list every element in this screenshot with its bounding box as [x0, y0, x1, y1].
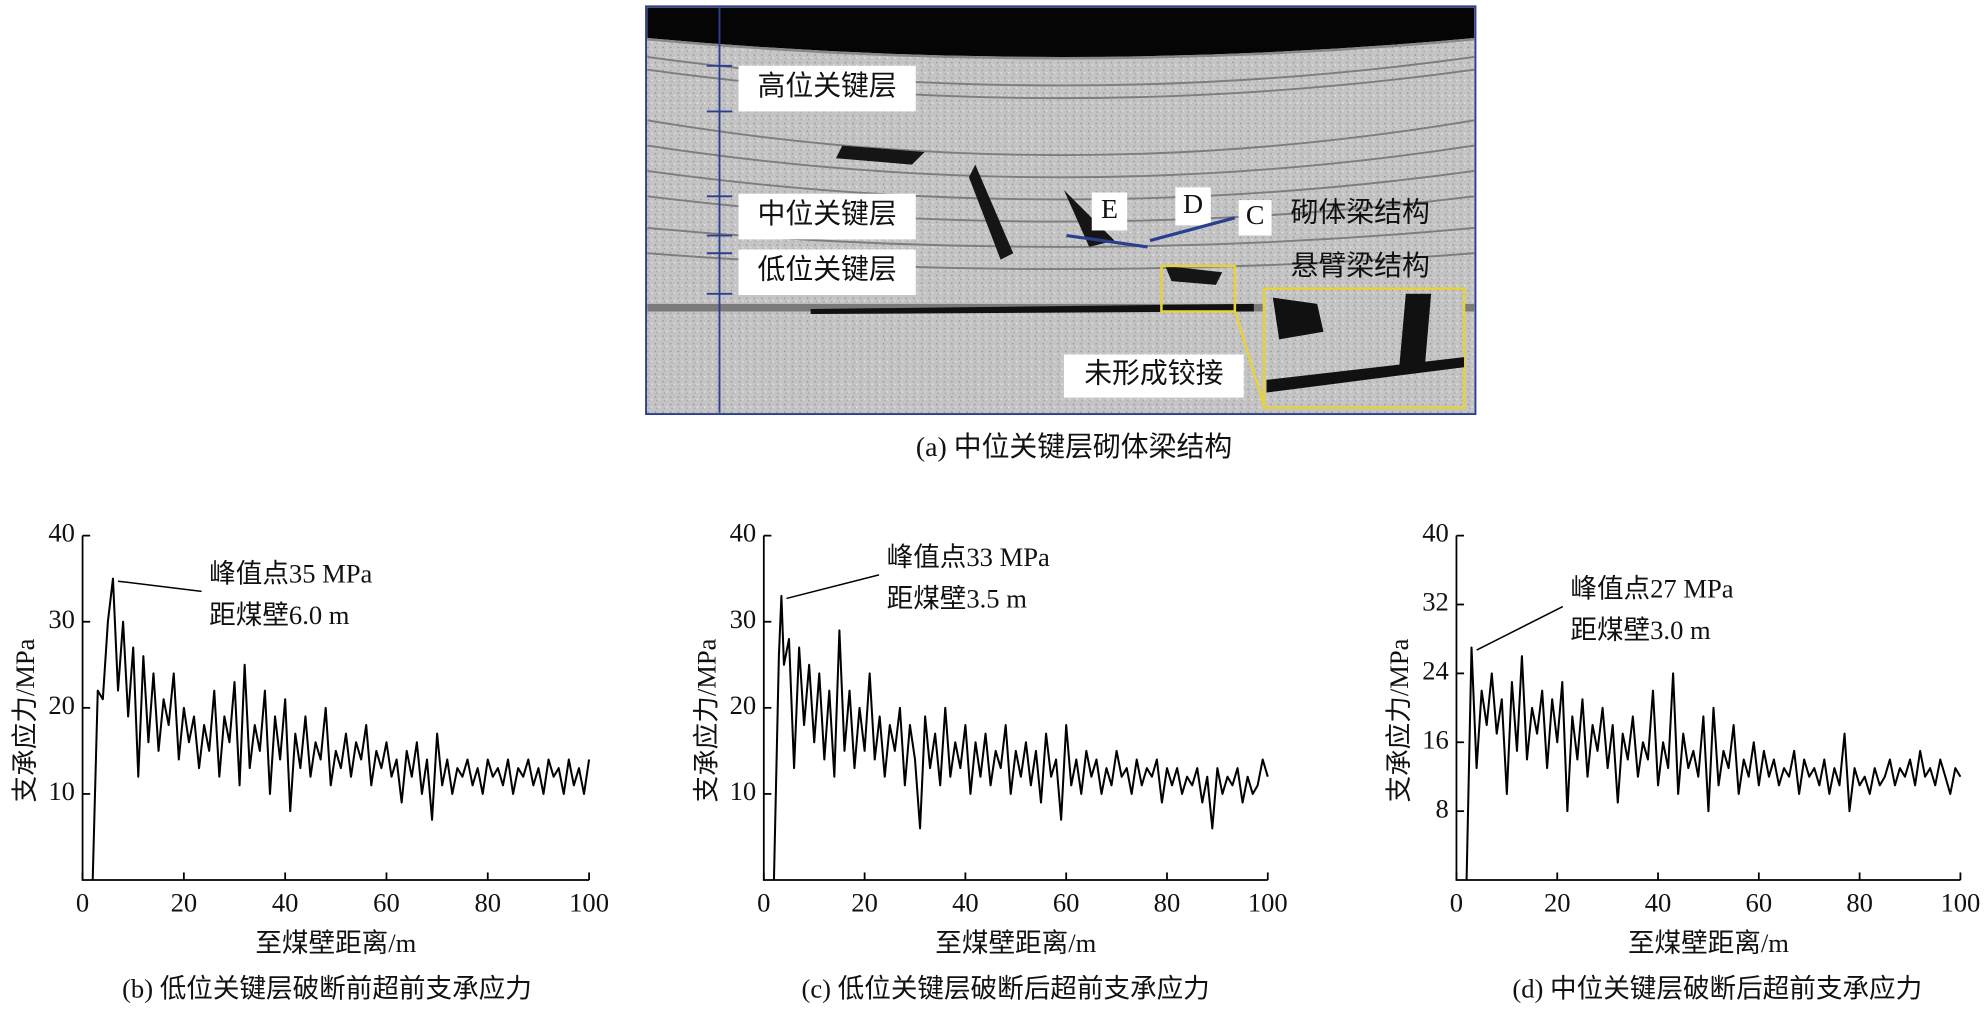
stress-line — [91, 577, 591, 881]
chart-caption: (d) 中位关键层破断后超前支承应力 — [1512, 974, 1922, 1004]
annotation: 距煤壁3.0 m — [1570, 615, 1711, 645]
x-tick-label: 60 — [1746, 887, 1773, 917]
annotation: 距煤壁3.5 m — [887, 584, 1028, 614]
x-tick-label: 20 — [851, 887, 878, 917]
chart-caption: (b) 低位关键层破断前超前支承应力 — [122, 974, 532, 1004]
x-tick-label: 0 — [1450, 887, 1463, 917]
annotation-leader — [786, 574, 880, 600]
y-tick-label: 24 — [1422, 656, 1449, 686]
x-tick-label: 80 — [474, 887, 501, 917]
x-tick-label: 100 — [1940, 887, 1980, 917]
x-tick-label: 40 — [952, 887, 979, 917]
zoom-connector — [1233, 311, 1266, 406]
inset-blocks — [1266, 293, 1465, 393]
low-layer-label: 低位关键层 — [758, 254, 897, 286]
y-tick-label: 30 — [48, 604, 75, 634]
y-tick-label: 20 — [48, 690, 75, 720]
x-tick-label: 20 — [1544, 887, 1571, 917]
void-region — [647, 7, 1475, 57]
cantilever-label: 悬臂梁结构 — [1291, 250, 1430, 282]
y-tick-label: 16 — [1422, 724, 1449, 754]
x-tick-label: 80 — [1154, 887, 1181, 917]
x-tick-label: 0 — [757, 887, 770, 917]
x-tick-label: 60 — [1053, 887, 1080, 917]
stress-line — [772, 594, 1269, 881]
layer-brackets — [706, 64, 733, 295]
x-axis-label: 至煤壁距离/m — [935, 928, 1096, 958]
label-d: D — [1183, 189, 1203, 220]
label-boxes — [738, 65, 1272, 398]
x-tick-label: 0 — [76, 887, 89, 917]
x-axis-label: 至煤壁距离/m — [1628, 928, 1789, 958]
y-axis-label: 支承应力/MPa — [10, 638, 40, 802]
annotation: 峰值点27 MPa — [1570, 573, 1733, 603]
annotation-leader — [117, 580, 202, 593]
stress-chart: 0 20 40 60 80 100 10 20 30 40 峰值点33 MPa 距煤壁3.5 m 至煤壁… — [691, 518, 1287, 1004]
y-axis-label: 支承应力/MPa — [691, 638, 721, 802]
simulation-panel: 高位关键层 中位关键层 低位关键层 E D C 砌体梁结构 悬臂梁结构 未形成铰… — [645, 5, 1477, 463]
y-axis-label: 支承应力/MPa — [1384, 638, 1414, 802]
mid-layer-label: 中位关键层 — [758, 198, 897, 230]
high-layer-label: 高位关键层 — [758, 70, 897, 102]
x-tick-label: 60 — [373, 887, 400, 917]
stress-chart: 0 20 40 60 80 100 8 16 24 32 40 峰值点27 MPa 距煤壁3.0 m 至煤… — [1384, 518, 1980, 1004]
y-tick-label: 10 — [48, 776, 75, 806]
y-tick-label: 8 — [1436, 793, 1449, 823]
x-axis-label: 至煤壁距离/m — [255, 928, 416, 958]
x-tick-label: 80 — [1846, 887, 1873, 917]
stress-chart: 0 20 40 60 80 100 10 20 30 40 峰值点35 MPa 距煤壁6.0 m 至煤壁… — [10, 518, 609, 1004]
annotation: 峰值点35 MPa — [209, 558, 372, 588]
voussoir-label: 砌体梁结构 — [1291, 197, 1430, 229]
y-tick-label: 10 — [730, 776, 757, 806]
y-tick-label: 40 — [730, 518, 757, 548]
x-tick-label: 100 — [569, 887, 609, 917]
x-tick-label: 100 — [1248, 887, 1288, 917]
annotation: 峰值点33 MPa — [887, 542, 1050, 572]
stress-line — [1465, 646, 1962, 881]
annotation-leader — [1476, 605, 1564, 651]
y-tick-label: 20 — [730, 690, 757, 720]
y-tick-label: 32 — [1422, 587, 1449, 617]
y-tick-label: 40 — [1422, 518, 1449, 548]
broken-blocks — [835, 145, 1223, 285]
annotation: 距煤壁6.0 m — [209, 600, 350, 630]
goaf — [810, 303, 1254, 315]
zoom-source — [1160, 264, 1237, 313]
x-tick-label: 20 — [171, 887, 198, 917]
panel-a-caption: (a) 中位关键层砌体梁结构 — [916, 431, 1232, 463]
chart-caption: (c) 低位关键层破断后超前支承应力 — [802, 974, 1210, 1004]
span-arrows — [1066, 216, 1236, 249]
x-tick-label: 40 — [272, 887, 299, 917]
y-tick-label: 30 — [730, 604, 757, 634]
y-tick-label: 40 — [48, 518, 75, 548]
x-tick-label: 40 — [1645, 887, 1672, 917]
surface-layer — [647, 37, 1475, 60]
unhinged-label: 未形成铰接 — [1084, 357, 1223, 389]
label-c: C — [1246, 200, 1265, 231]
label-e: E — [1101, 194, 1118, 225]
